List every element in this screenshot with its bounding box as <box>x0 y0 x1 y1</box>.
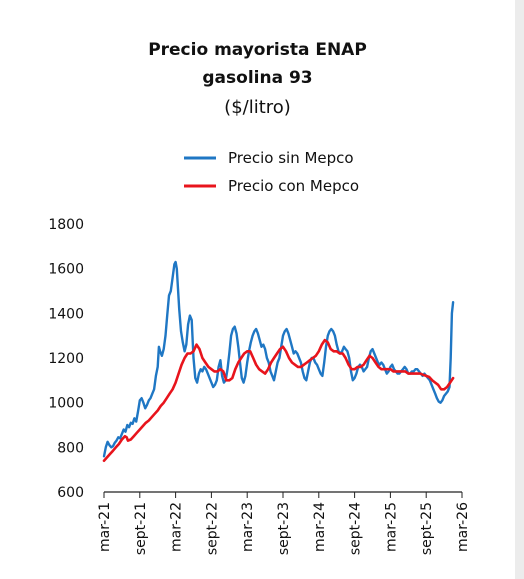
x-axis: mar-21 sept-21 mar-22 sept-22 mar-23 sept-23 m… <box>97 491 471 555</box>
x-tick-label: mar-25 <box>383 502 399 552</box>
legend: Precio sin Mepco Precio con Mepco <box>184 149 359 195</box>
y-tick-label: 1400 <box>48 306 84 322</box>
y-tick-label: 800 <box>57 440 84 456</box>
plot-area <box>102 260 455 462</box>
y-tick-label: 1200 <box>48 351 84 367</box>
x-tick-label: mar-24 <box>312 502 328 552</box>
y-tick-label: 1600 <box>48 262 84 278</box>
chart-unit-label: ($/litro) <box>224 97 291 118</box>
y-tick-label: 600 <box>57 485 84 501</box>
page-edge <box>515 0 524 579</box>
legend-label: Precio sin Mepco <box>228 149 354 167</box>
series-line-con-mepco <box>102 338 455 462</box>
y-tick-label: 1000 <box>48 396 84 412</box>
series-line-sin-mepco <box>102 260 455 458</box>
chart-subtitle: gasolina 93 <box>202 68 313 88</box>
y-axis: 600 800 1000 1200 1400 1600 1800 <box>48 217 84 501</box>
x-tick-label: mar-22 <box>169 502 185 552</box>
x-tick-label: sept-22 <box>204 502 220 555</box>
x-tick-label: sept-24 <box>348 502 364 555</box>
x-tick-label: mar-26 <box>455 502 471 552</box>
x-tick-label: mar-23 <box>240 502 256 552</box>
chart-title: Precio mayorista ENAP <box>148 40 367 60</box>
x-tick-label: sept-23 <box>276 502 292 555</box>
x-tick-label: sept-21 <box>133 502 149 555</box>
y-tick-label: 1800 <box>48 217 84 233</box>
legend-label: Precio con Mepco <box>228 177 359 195</box>
x-tick-label: mar-21 <box>97 502 113 552</box>
x-tick-label: sept-25 <box>419 502 435 555</box>
